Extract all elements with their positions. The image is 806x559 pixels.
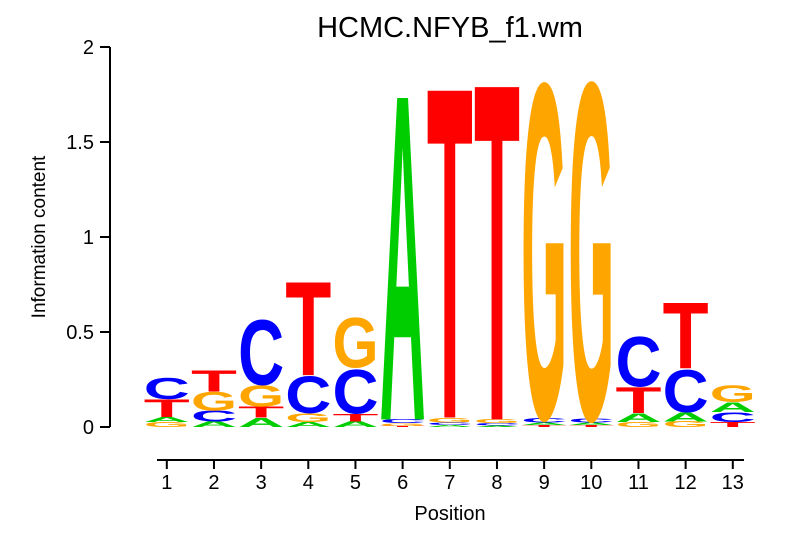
x-tick-label: 7 [444,472,455,494]
logo-letter-2-A: A [191,420,237,429]
logo-letter-9-C: C [521,416,567,423]
logo-letter-8-A: A [474,425,520,427]
logo-letter-8-C: C [474,423,520,427]
logo-letter-13-G: G [710,380,756,407]
logo-letter-2-G: G [191,387,237,416]
x-tick-label: 12 [675,472,697,494]
logo-letter-3-G: G [238,379,284,413]
y-tick-label: 0 [83,417,94,439]
logo-letter-1-G: G [144,421,190,429]
x-tick-label: 5 [350,472,361,494]
logo-letter-6-G: G [380,422,426,426]
y-tick-label: 1.5 [66,132,94,154]
logo-letter-13-T: T [710,421,756,429]
logo-letter-1-A: A [144,416,190,424]
chart-title: HCMC.NFYB_f1.wm [317,12,583,44]
logo-letter-6-C: C [380,418,426,424]
logo-letter-2-T: T [191,364,237,398]
logo-letter-5-T: T [332,411,378,423]
x-tick-label: 13 [722,472,744,494]
logo-letter-11-A: A [615,411,661,425]
logo-letter-4-T: T [285,254,331,405]
x-tick-label: 9 [539,472,550,494]
logo-letter-9-G: G [521,0,567,520]
logo-letter-1-T: T [144,394,190,422]
logo-letter-4-G: G [285,411,331,425]
logo-letter-3-T: T [238,404,284,421]
logo-letter-7-G: G [427,416,473,423]
logo-letter-11-T: T [615,379,661,421]
logo-letter-13-C: C [710,409,756,425]
logo-letter-4-A: A [285,421,331,429]
y-tick-label: 0.5 [66,322,94,344]
logo-letter-12-G: G [663,420,709,429]
logo-letter-10-T: T [568,425,614,428]
logo-letter-11-G: G [615,421,661,429]
logo-letter-6-A: A [380,0,426,519]
logo-letter-4-C: C [285,366,331,425]
logo-letter-5-A: A [332,420,378,429]
y-tick-label: 2 [83,37,94,59]
x-tick-label: 10 [580,472,602,494]
logo-letter-8-G: G [474,418,520,424]
x-tick-label: 11 [628,472,649,494]
x-tick-label: 2 [208,472,219,494]
logo-letter-2-C: C [191,407,237,424]
logo-letter-12-C: C [663,358,709,425]
logo-letter-3-C: C [238,301,284,405]
logo-letter-13-A: A [710,399,756,415]
logo-letter-10-C: C [568,417,614,423]
logo-letter-3-A: A [238,415,284,430]
logo-letter-1-C: C [144,372,190,406]
y-tick-label: 1 [83,227,94,249]
x-tick-label: 6 [397,472,408,494]
logo-letter-8-T: T [474,0,520,523]
logo-letter-12-T: T [663,284,709,389]
logo-letter-9-A: A [521,422,567,426]
x-axis-label: Position [414,503,486,525]
logo-letter-7-C: C [427,422,473,426]
x-tick-label: 8 [491,472,502,494]
logo-letter-5-G: G [332,304,378,383]
logo-letter-7-A: A [427,425,473,428]
x-tick-label: 1 [161,472,172,494]
logo-letter-9-T: T [521,425,567,428]
x-tick-label: 3 [256,472,267,494]
logo-letter-7-T: T [427,0,473,519]
logo-letter-6-T: T [380,426,426,427]
logo-letter-12-A: A [663,409,709,424]
logo-letter-11-C: C [615,323,661,402]
x-tick-label: 4 [303,472,314,494]
logo-letter-5-C: C [332,356,378,427]
logo-letter-10-G: G [568,0,614,521]
logo-letter-10-A: A [568,422,614,426]
